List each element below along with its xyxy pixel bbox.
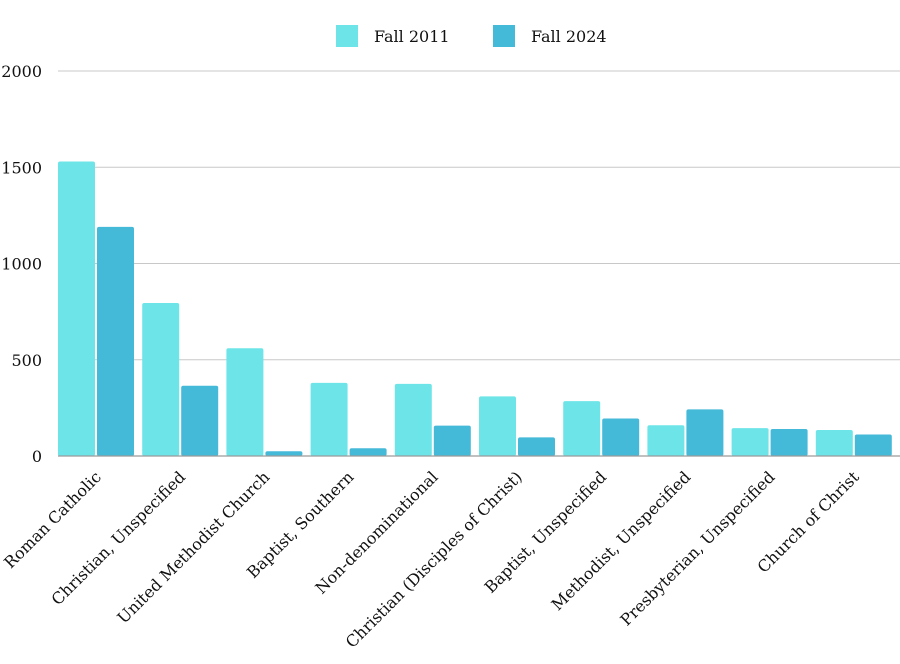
bar-fall-2024	[770, 429, 808, 456]
y-tick-label: 2000	[1, 62, 42, 81]
bar-fall-2024	[349, 448, 387, 456]
legend-label: Fall 2011	[374, 27, 450, 46]
bar-fall-2024	[265, 451, 303, 456]
bar-fall-2011	[479, 396, 516, 456]
bar-fall-2011	[647, 425, 685, 456]
bar-fall-2011	[226, 348, 264, 456]
y-tick-label: 0	[32, 447, 42, 466]
legend-label: Fall 2024	[531, 27, 607, 46]
bar-fall-2011	[310, 382, 348, 456]
bar-fall-2024	[181, 385, 219, 456]
legend: Fall 2011 Fall 2024	[336, 25, 607, 47]
x-tick-label: United Methodist Church	[113, 467, 273, 627]
x-tick-label: Methodist, Unspecified	[548, 467, 695, 614]
x-tick-label: Presbyterian, Unspecified	[616, 467, 778, 629]
legend-swatch	[336, 25, 358, 47]
y-tick-label: 1000	[1, 255, 42, 274]
bar-fall-2011	[394, 383, 432, 456]
x-tick-label: Christian, Unspecified	[48, 467, 190, 609]
bars	[58, 161, 892, 456]
legend-swatch	[493, 25, 515, 47]
bar-fall-2011	[142, 302, 180, 456]
y-tick-label: 500	[11, 351, 42, 370]
bar-fall-2011	[58, 161, 95, 456]
bar-fall-2011	[563, 401, 601, 456]
bar-fall-2024	[854, 434, 892, 456]
bar-fall-2024	[518, 437, 555, 456]
x-tick-label: Christian (Disciples of Christ)	[342, 467, 526, 651]
gridlines	[58, 70, 900, 361]
bar-fall-2011	[815, 430, 853, 456]
bar-fall-2024	[97, 226, 134, 456]
bar-fall-2024	[686, 409, 724, 456]
bar-fall-2024	[602, 418, 640, 456]
bar-fall-2011	[731, 428, 769, 456]
bar-fall-2024	[433, 425, 471, 456]
y-tick-label: 1500	[1, 158, 42, 177]
